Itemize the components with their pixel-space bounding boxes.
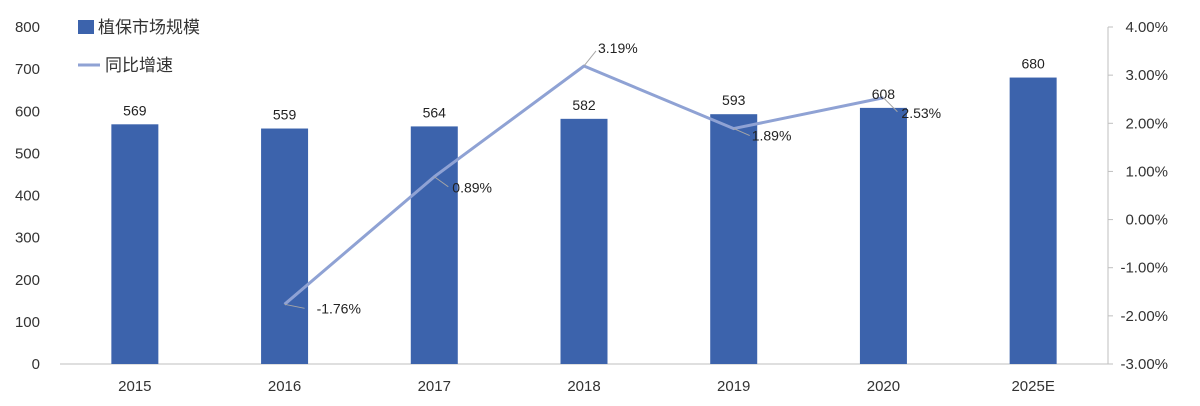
bar-value-label: 593 bbox=[722, 92, 746, 108]
x-tick-label: 2019 bbox=[717, 378, 750, 395]
y-left-tick-label: 0 bbox=[32, 356, 40, 373]
bar bbox=[261, 128, 309, 364]
y-left-tick-label: 800 bbox=[15, 19, 40, 36]
bar bbox=[111, 124, 159, 364]
axes: 0 100 200 300 400 500 600 700 800 -3.00% -2.00% -1.… bbox=[15, 19, 1168, 395]
bar bbox=[710, 114, 758, 364]
y-right-tick-label: -2.00% bbox=[1120, 308, 1168, 325]
line-label-leader bbox=[433, 176, 449, 188]
line-value-label: -1.76% bbox=[317, 300, 361, 316]
x-tick-label: 2017 bbox=[418, 378, 451, 395]
line-label-leader bbox=[284, 303, 305, 309]
line-label-leader bbox=[583, 50, 597, 67]
y-left-tick-label: 100 bbox=[15, 314, 40, 331]
bar bbox=[1009, 77, 1057, 365]
bar-value-label: 564 bbox=[423, 104, 447, 120]
y-left-tick-label: 600 bbox=[15, 103, 40, 120]
y-left-tick-label: 300 bbox=[15, 230, 40, 247]
legend-bar-label: 植保市场规模 bbox=[98, 18, 200, 38]
y-right-tick-label: 2.00% bbox=[1125, 115, 1168, 132]
x-tick-label: 2016 bbox=[268, 378, 301, 395]
y-right-tick-label: -3.00% bbox=[1120, 356, 1168, 373]
bar-value-label: 569 bbox=[123, 102, 147, 118]
line-value-label: 1.89% bbox=[752, 128, 792, 144]
y-left-tick-label: 700 bbox=[15, 61, 40, 78]
legend-bar-swatch bbox=[78, 20, 94, 34]
y-right-tick-label: 3.00% bbox=[1125, 67, 1168, 84]
bar-value-label: 559 bbox=[273, 107, 297, 123]
bar-value-label: 582 bbox=[572, 97, 596, 113]
x-tick-label: 2015 bbox=[118, 378, 151, 395]
y-left-tick-label: 500 bbox=[15, 145, 40, 162]
line-value-label: 3.19% bbox=[598, 40, 638, 56]
bar-value-label: 680 bbox=[1021, 56, 1045, 72]
data-labels-group: 569 559 564 582 593 608 680 -1.76% 0.89% 3.19% 1.8… bbox=[123, 40, 1045, 316]
bar bbox=[560, 118, 608, 365]
bars-group bbox=[111, 77, 1057, 365]
bar bbox=[859, 107, 907, 364]
y-right-tick-label: 1.00% bbox=[1125, 163, 1168, 180]
x-tick-label: 2018 bbox=[567, 378, 600, 395]
y-left-tick-label: 200 bbox=[15, 272, 40, 289]
legend: 植保市场规模 同比增速 bbox=[78, 18, 200, 76]
line-label-leader bbox=[733, 128, 750, 137]
y-right-tick-label: -1.00% bbox=[1120, 260, 1168, 277]
y-left-tick-label: 400 bbox=[15, 188, 40, 205]
y-right-tick-label: 0.00% bbox=[1125, 212, 1168, 229]
x-tick-label: 2025E bbox=[1011, 378, 1054, 395]
line-value-label: 0.89% bbox=[452, 180, 492, 196]
bar bbox=[410, 126, 458, 364]
x-tick-label: 2020 bbox=[867, 378, 900, 395]
legend-line-label: 同比增速 bbox=[105, 56, 173, 76]
y-right-tick-label: 4.00% bbox=[1125, 19, 1168, 36]
line-value-label: 2.53% bbox=[901, 105, 941, 121]
line-label-leader bbox=[883, 97, 898, 113]
bar-value-label: 608 bbox=[872, 86, 896, 102]
